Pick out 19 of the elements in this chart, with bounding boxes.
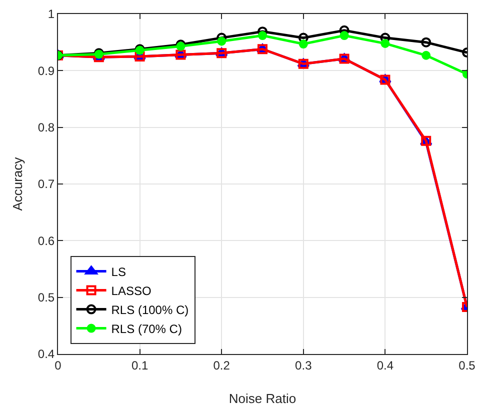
x-tick-label: 0.1 — [131, 358, 148, 372]
x-tick-label: 0 — [54, 358, 62, 372]
x-tick-label: 0.5 — [458, 358, 476, 372]
x-tick-label: 0.3 — [295, 358, 312, 372]
y-tick-label: 0.5 — [38, 290, 55, 305]
y-tick-label: 0.9 — [38, 64, 55, 78]
y-tick-label: 0.6 — [38, 234, 55, 248]
y-tick-label: 0.4 — [38, 347, 55, 362]
x-tick-label: 0.2 — [213, 358, 230, 372]
y-tick-label: 0.8 — [38, 120, 55, 135]
x-axis-title: Noise Ratio — [228, 391, 296, 406]
legend-label: LASSO — [111, 284, 152, 298]
legend-label: RLS (70% C) — [111, 322, 182, 336]
legend-label: LS — [111, 264, 126, 279]
y-tick-label: 0.7 — [38, 177, 55, 192]
y-axis-title: Accuracy — [10, 156, 25, 211]
x-tick-label: 0.4 — [376, 358, 394, 372]
y-tick-label: 1 — [48, 7, 55, 22]
legend-label: RLS (100% C) — [111, 302, 189, 317]
